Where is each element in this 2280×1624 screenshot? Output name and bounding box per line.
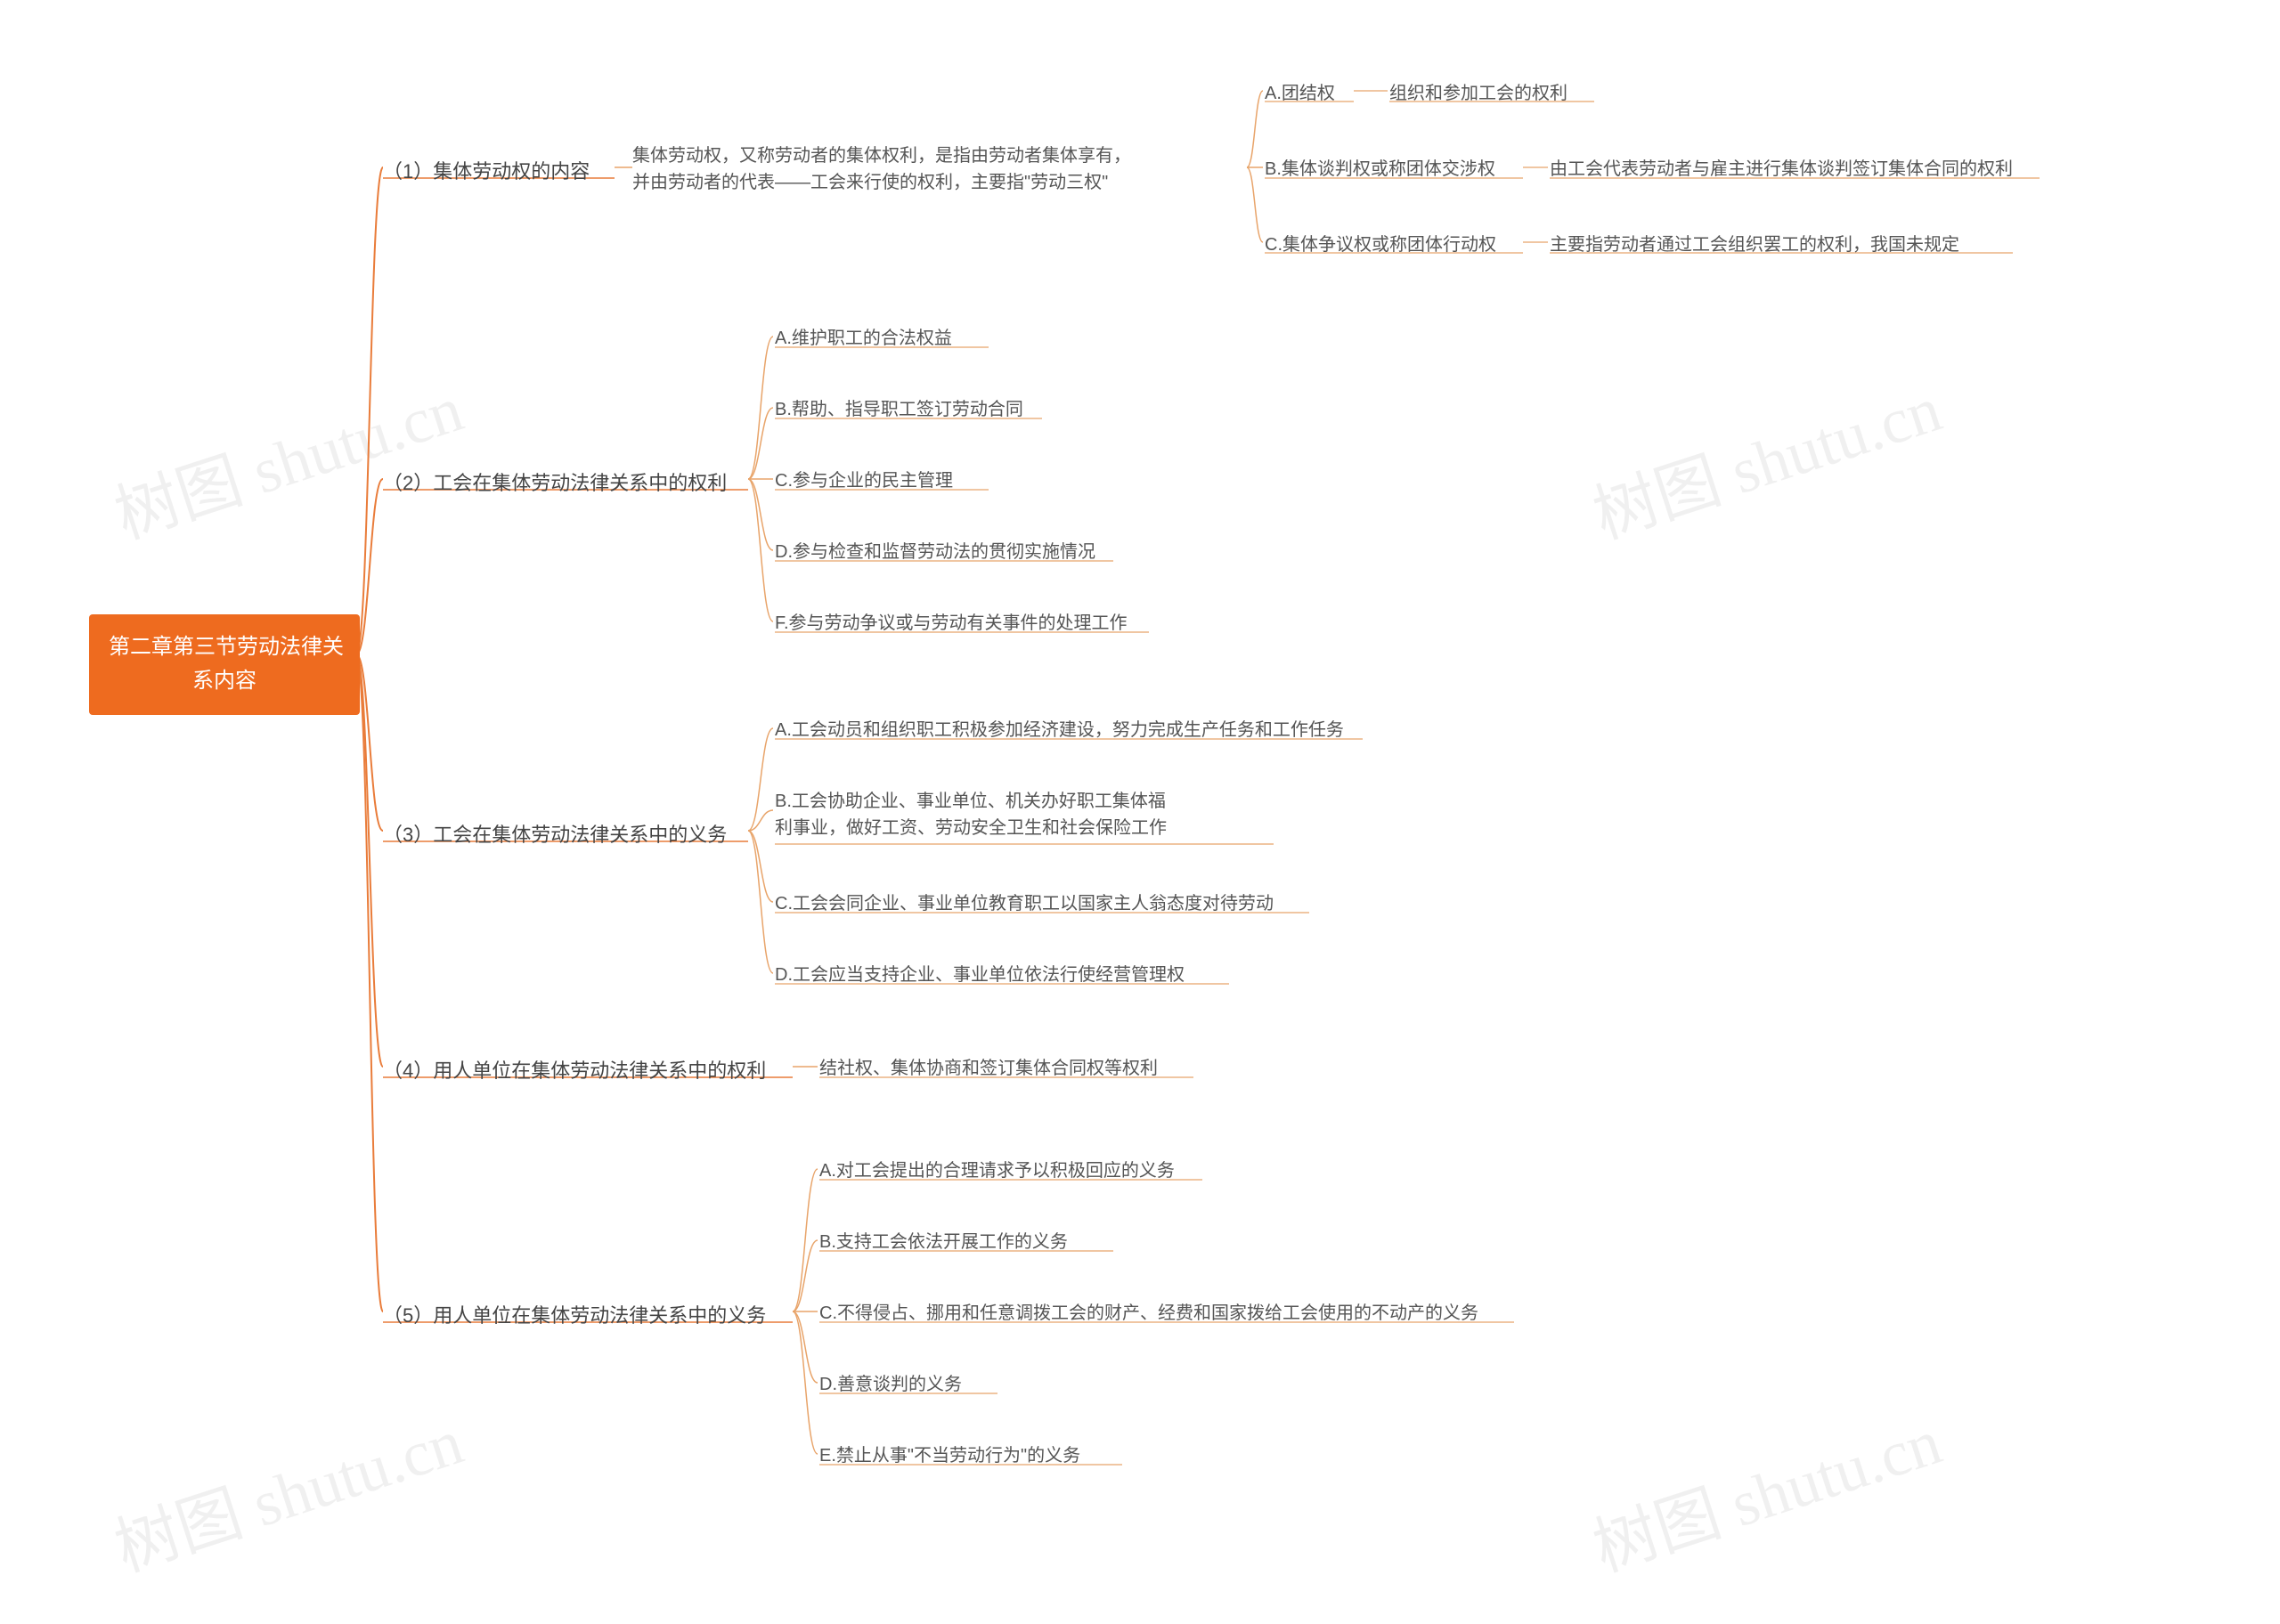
branch-1-desc: 集体劳动权，又称劳动者的集体权利，是指由劳动者集体享有， 并由劳动者的代表——工… — [632, 142, 1256, 196]
branch-2-child-b[interactable]: B.帮助、指导职工签订劳动合同 — [775, 396, 1023, 423]
branch-1-child-b-sub: 由工会代表劳动者与雇主进行集体谈判签订集体合同的权利 — [1550, 156, 2013, 183]
watermark: 树图 shutu.cn — [102, 356, 473, 556]
branch-1-child-b[interactable]: B.集体谈判权或称团体交涉权 — [1265, 156, 1495, 183]
branch-3-child-d[interactable]: D.工会应当支持企业、事业单位依法行使经营管理权 — [775, 962, 1185, 988]
branch-1[interactable]: （1）集体劳动权的内容 — [383, 156, 590, 184]
branch-5-child-b[interactable]: B.支持工会依法开展工作的义务 — [819, 1229, 1068, 1255]
root-node[interactable]: 第二章第三节劳动法律关 系内容 — [89, 614, 360, 715]
root-line1: 第二章第三节劳动法律关 — [109, 630, 340, 664]
branch-3-child-b[interactable]: B.工会协助企业、事业单位、机关办好职工集体福 利事业，做好工资、劳动安全卫生和… — [775, 788, 1274, 841]
branch-5[interactable]: （5）用人单位在集体劳动法律关系中的义务 — [383, 1300, 766, 1328]
branch-3[interactable]: （3）工会在集体劳动法律关系中的义务 — [383, 819, 727, 848]
branch-2-child-f[interactable]: F.参与劳动争议或与劳动有关事件的处理工作 — [775, 610, 1128, 637]
branch-5-child-c[interactable]: C.不得侵占、挪用和任意调拨工会的财产、经费和国家拨给工会使用的不动产的义务 — [819, 1300, 1478, 1327]
branch-2-child-d[interactable]: D.参与检查和监督劳动法的贯彻实施情况 — [775, 539, 1095, 565]
watermark: 树图 shutu.cn — [1580, 1389, 1951, 1589]
branch-3-child-c[interactable]: C.工会会同企业、事业单位教育职工以国家主人翁态度对待劳动 — [775, 890, 1274, 917]
watermark: 树图 shutu.cn — [1580, 356, 1951, 556]
branch-2[interactable]: （2）工会在集体劳动法律关系中的权利 — [383, 467, 727, 496]
branch-4-child[interactable]: 结社权、集体协商和签订集体合同权等权利 — [819, 1055, 1158, 1082]
branch-1-child-c-sub: 主要指劳动者通过工会组织罢工的权利，我国未规定 — [1550, 231, 1959, 258]
branch-3-child-a[interactable]: A.工会动员和组织职工积极参加经济建设，努力完成生产任务和工作任务 — [775, 717, 1344, 743]
root-line2: 系内容 — [109, 664, 340, 698]
branch-2-child-a[interactable]: A.维护职工的合法权益 — [775, 325, 952, 352]
branch-5-child-a[interactable]: A.对工会提出的合理请求予以积极回应的义务 — [819, 1157, 1175, 1184]
branch-2-child-c[interactable]: C.参与企业的民主管理 — [775, 467, 953, 494]
watermark: 树图 shutu.cn — [102, 1389, 473, 1589]
branch-5-child-d[interactable]: D.善意谈判的义务 — [819, 1371, 962, 1398]
branch-5-child-e[interactable]: E.禁止从事"不当劳动行为"的义务 — [819, 1442, 1080, 1469]
branch-4[interactable]: （4）用人单位在集体劳动法律关系中的权利 — [383, 1055, 766, 1084]
branch-1-child-c[interactable]: C.集体争议权或称团体行动权 — [1265, 231, 1496, 258]
branch-1-child-a[interactable]: A.团结权 — [1265, 80, 1335, 107]
branch-1-child-a-sub: 组织和参加工会的权利 — [1389, 80, 1568, 107]
mindmap-canvas: 树图 shutu.cn 树图 shutu.cn 树图 shutu.cn 树图 s… — [0, 0, 2280, 1624]
